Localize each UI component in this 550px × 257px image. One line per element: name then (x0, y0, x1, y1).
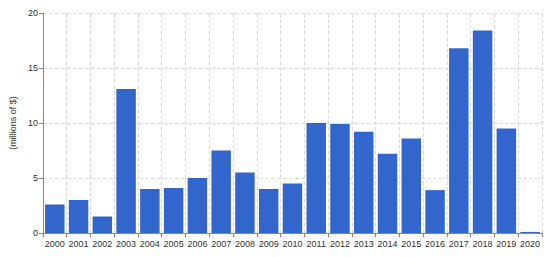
svg-text:2012: 2012 (330, 239, 350, 249)
svg-text:2011: 2011 (307, 239, 326, 249)
svg-text:2004: 2004 (140, 239, 160, 249)
svg-text:2015: 2015 (401, 239, 421, 249)
svg-text:(millions of $): (millions of $) (8, 96, 18, 150)
svg-text:10: 10 (28, 118, 38, 128)
svg-text:2000: 2000 (45, 239, 65, 249)
svg-text:2005: 2005 (164, 239, 184, 249)
svg-text:2008: 2008 (235, 239, 255, 249)
svg-text:2010: 2010 (282, 239, 302, 249)
svg-text:2006: 2006 (187, 239, 207, 249)
svg-text:2002: 2002 (92, 239, 112, 249)
svg-text:2017: 2017 (449, 239, 469, 249)
svg-text:20: 20 (28, 8, 38, 18)
svg-text:2014: 2014 (378, 239, 398, 249)
svg-text:2009: 2009 (259, 239, 279, 249)
svg-text:2020: 2020 (520, 239, 540, 249)
svg-text:5: 5 (33, 173, 38, 183)
svg-text:2003: 2003 (116, 239, 136, 249)
svg-text:2007: 2007 (211, 239, 231, 249)
svg-text:2019: 2019 (496, 239, 516, 249)
svg-text:15: 15 (28, 63, 38, 73)
svg-text:2013: 2013 (354, 239, 374, 249)
svg-text:2001: 2001 (69, 239, 89, 249)
svg-text:0: 0 (33, 228, 38, 238)
svg-text:2016: 2016 (425, 239, 445, 249)
svg-text:2018: 2018 (473, 239, 493, 249)
